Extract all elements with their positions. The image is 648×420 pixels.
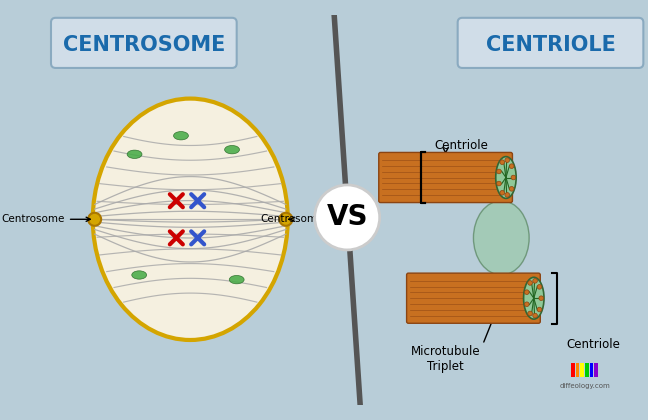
Ellipse shape [174, 131, 189, 140]
Circle shape [511, 175, 516, 180]
Circle shape [509, 186, 514, 191]
Ellipse shape [496, 157, 516, 198]
Ellipse shape [229, 276, 244, 284]
Circle shape [505, 192, 509, 197]
Bar [575, 363, 579, 377]
Circle shape [524, 290, 529, 294]
Circle shape [509, 164, 514, 168]
Bar [585, 363, 588, 377]
Text: CENTROSOME: CENTROSOME [63, 35, 225, 55]
Circle shape [537, 307, 542, 312]
Circle shape [533, 313, 537, 318]
Text: Microtubule
Triplet: Microtubule Triplet [411, 344, 480, 373]
Text: Centrosome: Centrosome [260, 214, 323, 224]
Circle shape [539, 296, 544, 301]
Circle shape [527, 311, 533, 316]
Ellipse shape [524, 277, 544, 319]
Circle shape [524, 302, 529, 307]
Circle shape [315, 185, 380, 250]
Circle shape [505, 158, 509, 163]
Text: Centriole: Centriole [566, 338, 620, 351]
Circle shape [527, 281, 533, 285]
Text: Centriole: Centriole [434, 139, 489, 152]
FancyBboxPatch shape [51, 18, 237, 68]
Bar [571, 363, 575, 377]
Text: Centrosome: Centrosome [1, 214, 90, 224]
Circle shape [496, 181, 502, 186]
Circle shape [496, 169, 502, 174]
Text: CENTRIOLE: CENTRIOLE [485, 35, 616, 55]
Circle shape [500, 160, 505, 165]
FancyBboxPatch shape [406, 273, 540, 323]
Ellipse shape [474, 201, 529, 275]
Ellipse shape [93, 99, 288, 340]
Bar [594, 363, 598, 377]
Circle shape [500, 190, 505, 195]
Bar [590, 363, 593, 377]
FancyBboxPatch shape [378, 152, 513, 202]
Text: diffeology.com: diffeology.com [559, 383, 610, 389]
Ellipse shape [132, 271, 146, 279]
Bar [580, 363, 584, 377]
Circle shape [279, 213, 292, 226]
Ellipse shape [127, 150, 142, 158]
FancyBboxPatch shape [457, 18, 643, 68]
Circle shape [537, 284, 542, 289]
Text: VS: VS [327, 203, 368, 231]
Circle shape [533, 278, 537, 283]
Circle shape [88, 213, 101, 226]
Ellipse shape [225, 145, 240, 154]
